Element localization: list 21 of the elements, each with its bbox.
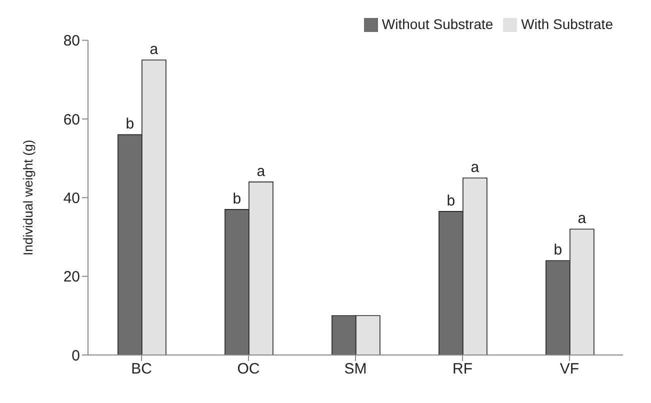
y-tick-label: 80: [63, 32, 80, 50]
y-tick-label: 20: [63, 268, 80, 286]
legend-label: Without Substrate: [382, 16, 494, 32]
legend-label: With Substrate: [521, 16, 613, 32]
x-tick-label: SM: [344, 360, 367, 378]
x-tick-label: OC: [237, 360, 260, 378]
annotation: b: [232, 190, 242, 208]
annotation: b: [446, 192, 456, 210]
x-tick-label: BC: [131, 360, 152, 378]
annotation: a: [470, 158, 480, 176]
y-tick-label: 40: [63, 190, 80, 207]
y-tick-label: 0: [72, 347, 80, 364]
annotation: a: [578, 210, 587, 228]
x-tick-label: RF: [452, 360, 472, 378]
x-tick-label: VF: [560, 360, 580, 378]
annotation: b: [126, 116, 134, 133]
annotation: a: [150, 40, 159, 58]
y-axis-title: Individual weight (g): [20, 140, 36, 256]
y-tick-label: 60: [63, 111, 80, 128]
annotation: b: [554, 242, 562, 259]
annotation: a: [256, 162, 266, 180]
